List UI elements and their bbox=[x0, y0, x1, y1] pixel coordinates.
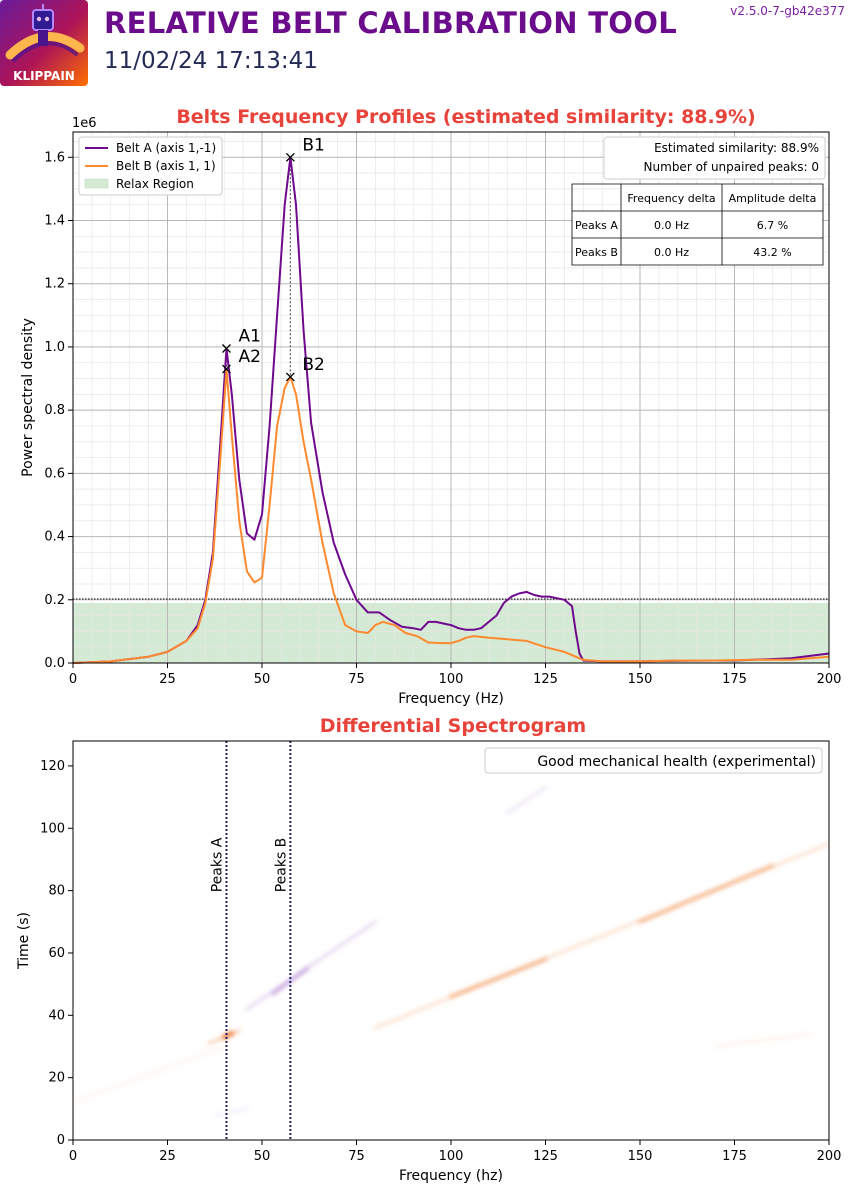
y-tick-label: 120 bbox=[40, 759, 65, 774]
peaks-delta-table: Frequency delta Amplitude delta Peaks A 0.0… bbox=[571, 183, 824, 266]
peak-label: A1 bbox=[238, 327, 260, 347]
x-tick-label: 200 bbox=[817, 672, 842, 687]
x-tick-label: 175 bbox=[722, 1149, 747, 1164]
peak-marker-cross bbox=[222, 364, 231, 374]
series-line-belt-b bbox=[72, 368, 830, 664]
table-cell: 43.2 % bbox=[753, 246, 791, 259]
chart-title: Differential Spectrogram bbox=[320, 715, 586, 737]
x-axis-label: Frequency (Hz) bbox=[398, 691, 504, 707]
peak-marker-b1 bbox=[285, 152, 295, 162]
x-tick-label: 150 bbox=[628, 1149, 653, 1164]
table-cell: 0.0 Hz bbox=[654, 246, 689, 259]
table-cell: 6.7 % bbox=[757, 219, 788, 232]
x-axis-label: Frequency (hz) bbox=[399, 1168, 503, 1184]
legend: Belt A (axis 1,-1) Belt B (axis 1, 1) Rela… bbox=[78, 136, 223, 196]
x-tick-label: 125 bbox=[533, 1149, 558, 1164]
spectrogram-streak bbox=[638, 863, 775, 924]
legend-entry: Relax Region bbox=[116, 177, 194, 191]
table-grid bbox=[571, 183, 824, 266]
similarity-text: Estimated similarity: 88.9% bbox=[654, 141, 819, 155]
health-legend: Good mechanical health (experimental) bbox=[484, 747, 823, 774]
peak-marker-cross bbox=[222, 344, 231, 353]
datetime: 11/02/24 17:13:41 bbox=[104, 48, 318, 74]
spectrogram-background bbox=[73, 741, 829, 1140]
legend-entry: Belt A (axis 1,-1) bbox=[116, 141, 216, 155]
logo-text: KLIPPAIN bbox=[13, 69, 75, 83]
series-line-belt-a bbox=[72, 156, 830, 664]
table-header-cell: Frequency delta bbox=[627, 192, 715, 205]
peak-vline-label: Peaks A bbox=[209, 837, 225, 892]
table-cell: Peaks B bbox=[575, 246, 618, 259]
spectrogram-streak bbox=[207, 1029, 241, 1045]
x-tick-label: 25 bbox=[159, 1149, 176, 1164]
peak-marker-cross bbox=[285, 372, 295, 382]
spectrogram-streak bbox=[506, 786, 547, 815]
y-tick-label: 100 bbox=[40, 821, 65, 836]
peak-label: B2 bbox=[302, 355, 324, 375]
y-tick-label: 0 bbox=[57, 1133, 65, 1148]
x-tick-label: 75 bbox=[348, 1149, 365, 1164]
spectrogram-streak bbox=[73, 1045, 226, 1104]
x-tick-label: 125 bbox=[533, 672, 558, 687]
x-tick-label: 50 bbox=[254, 672, 271, 687]
health-legend-text: Good mechanical health (experimental) bbox=[537, 754, 816, 770]
health-legend-box bbox=[484, 747, 823, 774]
peak-label: A2 bbox=[238, 347, 260, 367]
y-multiplier: 1e6 bbox=[72, 116, 97, 131]
spectrogram-streak bbox=[215, 1107, 248, 1117]
page-title: RELATIVE BELT CALIBRATION TOOL bbox=[104, 6, 677, 40]
x-tick-label: 100 bbox=[439, 672, 464, 687]
peak-vline-label: Peaks B bbox=[273, 838, 289, 893]
y-tick-label: 1.6 bbox=[44, 150, 65, 165]
y-tick-label: 20 bbox=[48, 1071, 65, 1086]
x-tick-label: 0 bbox=[69, 1149, 77, 1164]
y-tick-label: 0.4 bbox=[44, 530, 65, 545]
x-tick-label: 0 bbox=[69, 672, 77, 687]
y-tick-label: 40 bbox=[48, 1008, 65, 1023]
x-tick-label: 100 bbox=[439, 1149, 464, 1164]
y-tick-label: 0.6 bbox=[44, 466, 65, 481]
y-tick-label: 0.2 bbox=[44, 593, 65, 608]
peak-marker-b2 bbox=[285, 372, 295, 382]
header: KLIPPAIN RELATIVE BELT CALIBRATION TOOL … bbox=[0, 0, 859, 95]
klippain-logo: KLIPPAIN bbox=[0, 0, 88, 86]
peak-label: B1 bbox=[302, 135, 324, 155]
peak-marker-cross bbox=[285, 152, 295, 162]
y-tick-label: 1.0 bbox=[44, 340, 65, 355]
legend-entry: Belt B (axis 1, 1) bbox=[116, 159, 216, 173]
legend-box bbox=[78, 136, 223, 196]
x-tick-label: 25 bbox=[159, 672, 176, 687]
y-tick-label: 60 bbox=[48, 946, 65, 961]
spectrogram-streak bbox=[245, 920, 377, 1011]
y-tick-label: 1.4 bbox=[44, 214, 65, 229]
x-tick-label: 175 bbox=[722, 672, 747, 687]
differential-spectrogram-chart: Peaks A Peaks B 0 25 50 75 100 125 150 175 200 0 20 4… bbox=[16, 715, 841, 1184]
y-tick-label: 0.8 bbox=[44, 403, 65, 418]
unpaired-peaks-text: Number of unpaired peaks: 0 bbox=[644, 160, 819, 174]
x-tick-label: 75 bbox=[348, 672, 365, 687]
similarity-info-box: Estimated similarity: 88.9% Number of unp… bbox=[603, 136, 826, 180]
table-cell: Peaks A bbox=[575, 219, 618, 232]
spectrogram-streak bbox=[449, 957, 548, 999]
y-axis-label: Power spectral density bbox=[20, 318, 36, 477]
version-label: v2.5.0-7-gb42e377 bbox=[730, 4, 845, 18]
spectrogram-streak bbox=[714, 1033, 812, 1048]
y-tick-label: 80 bbox=[48, 884, 65, 899]
legend-swatch-relax bbox=[84, 178, 109, 189]
y-tick-label: 0.0 bbox=[44, 656, 65, 671]
x-tick-label: 50 bbox=[254, 1149, 271, 1164]
spectrogram-streaks bbox=[73, 786, 829, 1117]
x-tick-label: 150 bbox=[628, 672, 653, 687]
info-box-frame bbox=[603, 136, 826, 180]
table-header-cell: Amplitude delta bbox=[729, 192, 817, 205]
table-cell: 0.0 Hz bbox=[654, 219, 689, 232]
y-tick-label: 1.2 bbox=[44, 277, 65, 292]
chart-title: Belts Frequency Profiles (estimated simi… bbox=[176, 106, 755, 128]
peak-marker-a2 bbox=[222, 364, 231, 374]
peak-marker-a1 bbox=[222, 344, 231, 353]
y-axis-label: Time (s) bbox=[16, 912, 32, 970]
x-tick-label: 200 bbox=[817, 1149, 842, 1164]
